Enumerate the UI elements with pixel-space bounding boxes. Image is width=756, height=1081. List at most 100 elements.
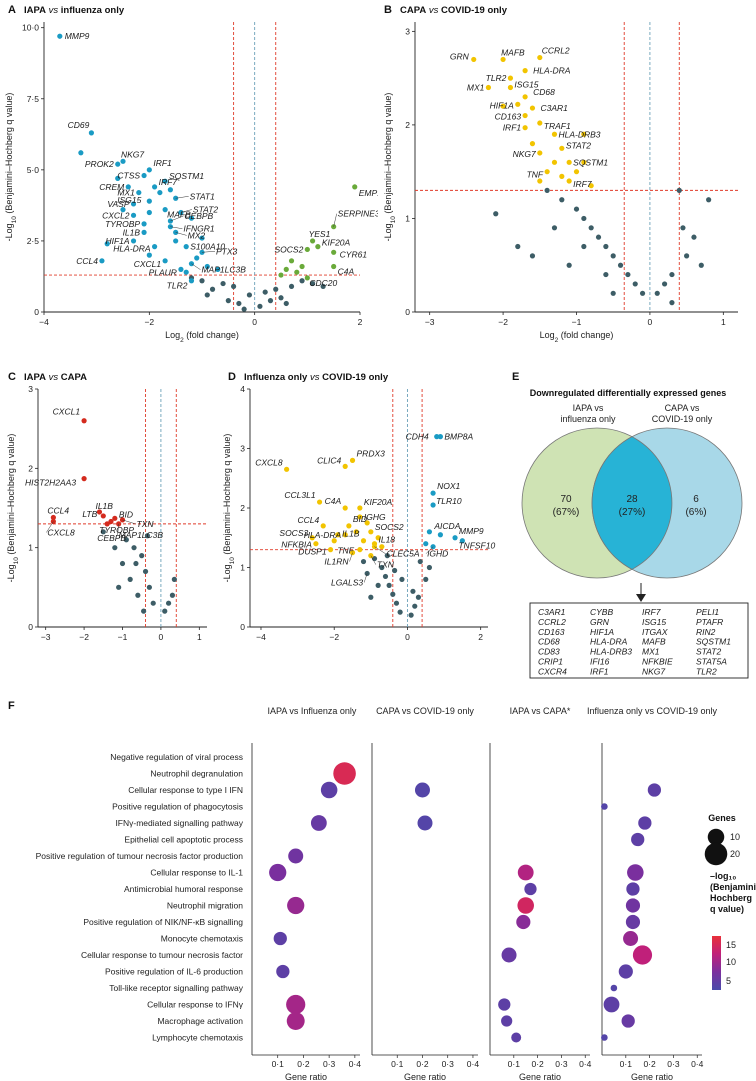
x-tick-label: 0·1: [508, 1059, 521, 1069]
gene-point: [310, 280, 316, 287]
gene-label-hla-dra: HLA-DRA: [533, 66, 571, 76]
enrichment-bubble: [601, 1034, 608, 1041]
venn-gene-hif1a: HIF1A: [590, 627, 614, 637]
gene-point-hla-dra: [152, 244, 158, 250]
gene-point: [220, 280, 226, 287]
gene-point-mmp9: [57, 33, 63, 39]
x-tick-label: 0·3: [667, 1059, 680, 1069]
gene-label-c3ar1: C3AR1: [540, 103, 568, 113]
gene-point: [399, 576, 405, 582]
gene-point: [529, 253, 536, 259]
gene-leader-line: [46, 521, 54, 533]
x-axis-label-post: (fold change): [184, 330, 239, 340]
gene-point: [559, 173, 565, 179]
gene-label-socs3: SOCS3: [279, 528, 308, 538]
gene-point-irf7: [566, 178, 572, 184]
panel-d: D Influenza only vs COVID-19 only −4 −2 0 2…: [222, 371, 495, 642]
y-axis-label-pre: -Log: [6, 564, 16, 582]
gene-point: [188, 215, 195, 221]
gene-point-mx2: [173, 229, 179, 235]
color-legend-title: (Benjamini–: [710, 882, 756, 892]
x-tick-label: 0·4: [579, 1059, 592, 1069]
term-label: Lymphocyte chemotaxis: [152, 1033, 243, 1043]
x-tick-label: 0·2: [297, 1059, 310, 1069]
gene-point: [544, 187, 550, 193]
y-tick-label: 1: [28, 543, 33, 553]
gene-point: [515, 243, 521, 250]
gene-point: [379, 564, 385, 571]
term-label: Cellular response to IL-1: [150, 868, 243, 878]
gene-label-sqstm1: SQSTM1: [169, 171, 204, 181]
y-axis-label-pre: -Log: [383, 223, 393, 241]
gene-point: [299, 278, 305, 284]
enrichment-bubble: [524, 882, 537, 896]
gene-point-bid: [112, 515, 118, 521]
gene-label-cdh4: CDH4: [406, 432, 429, 442]
x-axis-label-post: (fold change): [558, 330, 613, 340]
gene-leader-line: [191, 263, 201, 270]
gene-label-hla-dra: HLA-DRA: [304, 530, 342, 540]
panel-d-plot: −4 −2 0 2 0 1 2 3 4 -Log10 (Benjamini–Hochberg q …: [222, 384, 495, 642]
gene-label-cyr61: CYR61: [340, 249, 368, 259]
gene-point: [335, 532, 341, 538]
x-tick-label: −2: [79, 632, 89, 642]
gene-label-cd69: CD69: [68, 120, 90, 130]
gene-point: [157, 189, 163, 196]
gene-point-cdc20: [304, 275, 310, 281]
gene-point-vasp: [130, 201, 137, 207]
gene-point: [375, 535, 381, 541]
gene-point: [581, 215, 587, 222]
gene-point-s100a10: [183, 244, 189, 250]
term-label: Monocyte chemotaxis: [161, 934, 243, 944]
term-label: Neutrophil migration: [167, 901, 243, 911]
gene-label-irf1: IRF1: [503, 123, 522, 133]
gene-point: [142, 568, 149, 575]
gene-label-cebpb: CEBPB: [97, 533, 126, 543]
gene-point: [581, 131, 587, 137]
gene-point-map1lc3b: [188, 261, 195, 267]
gene-point: [393, 600, 400, 606]
x-tick-label: 0·4: [349, 1059, 362, 1069]
gene-point-mx1: [136, 189, 142, 196]
enrichment-bubble: [647, 783, 662, 797]
enrichment-bubble: [287, 896, 305, 915]
gene-point: [144, 533, 151, 539]
gene-point: [119, 560, 126, 567]
gene-point-cxcl8: [50, 518, 56, 525]
gene-point-cd163: [522, 112, 528, 119]
y-axis-label: -Log10 (Benjamini–Hochberg q value): [4, 93, 18, 242]
enrichment-bubble: [276, 964, 290, 979]
gene-label-kif20a: KIF20A: [364, 497, 393, 507]
gene-point-cxcl1: [162, 258, 168, 264]
x-tick-label: −3: [425, 317, 435, 327]
venn-mid-count: 28: [626, 494, 638, 505]
y-tick-label: 10·0: [22, 23, 39, 33]
gene-point: [139, 553, 145, 559]
venn-right-label-line2: COVID-19 only: [652, 414, 713, 424]
enrichment-bubble: [618, 964, 633, 979]
gene-leader-line: [201, 251, 216, 253]
gene-point: [167, 187, 173, 193]
y-axis-label-post: (Benjamini–Hochberg q value): [4, 93, 14, 217]
gene-point: [410, 588, 416, 594]
venn-gene-hla-drb3: HLA-DRB3: [590, 647, 632, 657]
gene-label-tnfsf10: TNFSF10: [458, 541, 495, 551]
venn-gene-ccrl2: CCRL2: [538, 617, 566, 627]
gene-label-ltb: LTB: [82, 509, 97, 519]
gene-label-tlr10: TLR10: [436, 496, 462, 506]
gene-point: [273, 286, 279, 292]
gene-label-cdc20: CDC20: [309, 278, 337, 288]
gene-point: [610, 290, 616, 296]
y-tick-label: 1: [405, 213, 410, 223]
gene-label-ccrl2: CCRL2: [542, 46, 570, 56]
gene-point: [706, 197, 712, 203]
gene-point-nkg7: [120, 158, 126, 164]
x-tick-label: 0·3: [323, 1059, 336, 1069]
x-axis-label-pre: Log: [165, 330, 180, 340]
gene-label-traf1: TRAF1: [544, 121, 571, 131]
gene-point-clec5a: [371, 544, 378, 550]
gene-point: [529, 141, 536, 147]
panel-d-title-rest: COVID-19 only: [322, 372, 389, 383]
x-tick-label: 0·1: [272, 1059, 285, 1069]
gene-point-irf1: [522, 125, 528, 131]
